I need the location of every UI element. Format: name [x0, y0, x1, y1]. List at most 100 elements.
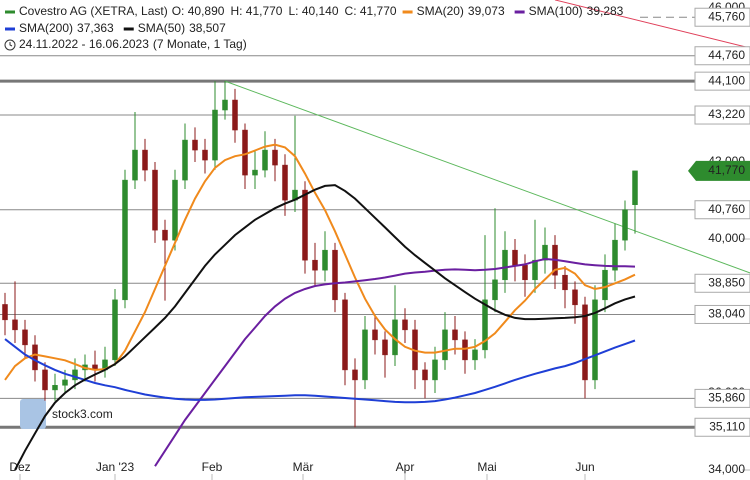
legend-value: 38,507: [189, 21, 226, 35]
candle-body: [592, 299, 598, 381]
candle-body: [522, 264, 528, 281]
candle-body: [362, 329, 368, 381]
candle-body: [632, 170, 638, 205]
candle-body: [612, 239, 618, 271]
level-label: 38,850: [708, 275, 745, 289]
labels: 45,760 44,760 44,100 43,220 41,770 40,760 38,8…: [688, 7, 750, 437]
candle-body: [132, 149, 138, 181]
level-label-box: [694, 46, 750, 66]
candle-body: [382, 339, 388, 356]
candle-body: [342, 299, 348, 371]
ohlc-label: H: 41,770: [230, 4, 282, 18]
ohlc-label: O: 40,890: [172, 4, 225, 18]
candle-body: [282, 164, 288, 201]
candle-body: [12, 319, 18, 331]
current-price-box: [688, 160, 750, 181]
legend-name: SMA(200): [19, 21, 73, 35]
legend-value: 39,073: [468, 4, 505, 18]
x-tick-label: Apr: [396, 460, 415, 474]
x-tick-label: Mai: [477, 460, 496, 474]
watermark: stock3.com: [52, 407, 113, 421]
current-price-label: 41,770: [708, 163, 745, 177]
candle-body: [502, 249, 508, 281]
candle-body: [202, 149, 208, 161]
chart-title: Covestro AG (XETRA, Last): [19, 4, 168, 18]
sma-line: [4, 338, 636, 404]
candle-body: [422, 369, 428, 381]
clock-icon: [4, 39, 16, 51]
candle-body: [52, 385, 58, 391]
x-tick-label: Dez: [9, 460, 30, 474]
candle-body: [452, 329, 458, 341]
candle-body: [322, 249, 328, 271]
x-tick-label: Mär: [293, 460, 314, 474]
level-label: 44,100: [708, 73, 745, 87]
level-label-box: [694, 105, 750, 125]
candle-body: [602, 269, 608, 301]
ohlc-label: L: 40,140: [288, 4, 338, 18]
candle-body: [152, 169, 158, 231]
candle-body: [582, 304, 588, 381]
candle-body: [462, 339, 468, 361]
candle-body: [302, 189, 308, 261]
level-label: 35,860: [708, 391, 745, 405]
candle-body: [62, 379, 68, 386]
level-label-box: [694, 417, 750, 437]
candle-body: [312, 259, 318, 271]
candle-body: [232, 99, 238, 131]
sma-line: [154, 257, 636, 467]
x-tick-label: Feb: [202, 460, 223, 474]
trendline: [554, 0, 750, 49]
period: 24.11.2022 - 16.06.2023: [19, 37, 149, 51]
candle-body: [442, 329, 448, 361]
candle-body: [42, 369, 48, 391]
candle-body: [482, 299, 488, 351]
level-label-box: [694, 7, 750, 27]
level-label-box: [694, 71, 750, 91]
candle-body: [122, 179, 128, 301]
level-label-box: [694, 304, 750, 324]
candle-body: [622, 209, 628, 241]
candle-body: [472, 349, 478, 361]
level-label: 38,040: [708, 307, 745, 321]
level-label: 43,220: [708, 107, 745, 121]
candle-body: [332, 249, 338, 301]
trendline: [224, 80, 750, 274]
candle-body: [32, 344, 38, 371]
candle-body: [72, 369, 78, 381]
candle-body: [252, 169, 258, 176]
candle-body: [172, 179, 178, 241]
level-label: 35,110: [709, 419, 745, 433]
legend-name: SMA(20): [417, 4, 464, 18]
marks: [2, 81, 638, 471]
level-label: 40,760: [708, 202, 745, 216]
candle-body: [512, 249, 518, 266]
candle-body: [2, 304, 8, 321]
candle-body: [542, 244, 548, 261]
candle-body: [222, 99, 228, 111]
x-tick-label: Jan '23: [96, 460, 135, 474]
watermark-logo: [20, 399, 46, 429]
candle-body: [182, 139, 188, 181]
period-note: (7 Monate, 1 Tag): [153, 37, 247, 51]
candle-body: [22, 329, 28, 346]
candle-body: [352, 369, 358, 381]
x-tick-label: Jun: [575, 460, 594, 474]
legend-value: 37,363: [77, 21, 114, 35]
candle-body: [112, 299, 118, 361]
sma-line: [14, 184, 636, 471]
level-label: 45,760: [708, 9, 745, 23]
ohlc-label: C: 41,770: [345, 4, 397, 18]
header: Covestro AG (XETRA, Last) O: 40,890 H: 41,…: [4, 4, 624, 51]
clock-hands: [9, 42, 13, 47]
legend-name: SMA(100): [529, 4, 583, 18]
candle-body: [142, 149, 148, 171]
y-tick-label: 40,000: [708, 231, 745, 245]
candle-body: [192, 139, 198, 151]
candle-body: [402, 319, 408, 331]
candle-body: [212, 109, 218, 161]
level-label-box: [694, 388, 750, 408]
legend-value: 39,283: [587, 4, 624, 18]
candle-body: [492, 279, 498, 301]
